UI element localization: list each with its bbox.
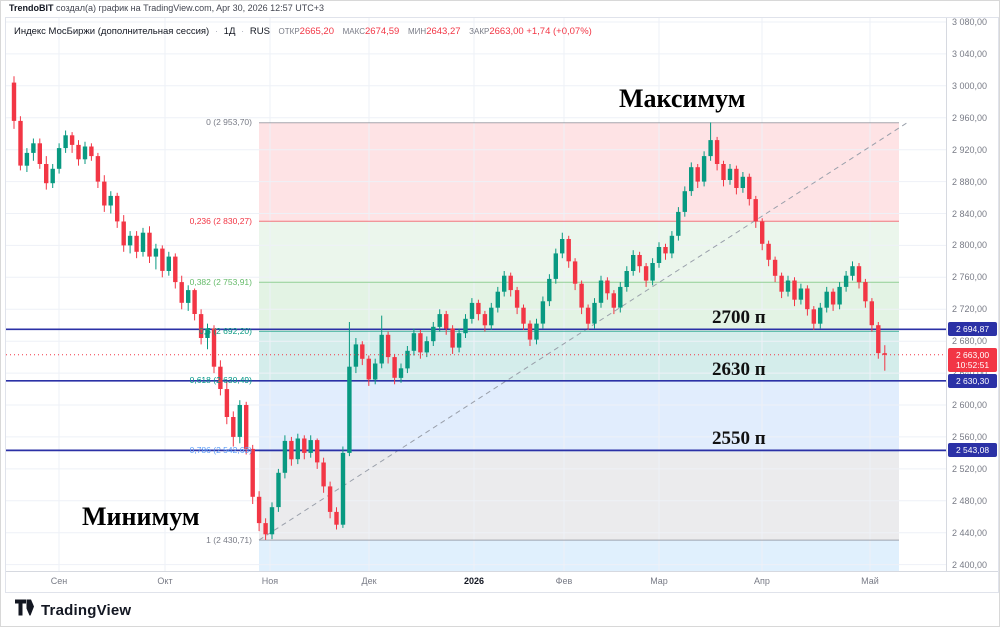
price-tick-label: 2 720,00 [952,304,988,315]
attribution-text: TrendoBIT создал(а) график на TradingVie… [9,3,324,13]
high-label: МАКС [342,27,365,36]
time-tick-label: Май [861,576,879,586]
price-tick-label: 3 040,00 [952,48,988,59]
low-value: 2643,27 [426,26,461,37]
open-label: ОТКР [278,27,300,36]
plot-area[interactable]: 0 (2 953,70) 0,236 (2 830,27) 0,382 (2 753… [6,18,946,571]
footer: TradingView [15,599,131,621]
chart-container: 0 (2 953,70) 0,236 (2 830,27) 0,382 (2 753… [5,17,999,593]
price-tick-label: 2 400,00 [952,559,988,570]
time-tick-label: 2026 [463,576,485,586]
price-tick-label: 2 600,00 [952,400,988,411]
last-price-value: 2 663,00 [955,349,990,360]
price-tick-label: 2 960,00 [952,112,988,123]
last-price-badge: 2 663,00 10:52:51 [948,347,997,372]
price-tick-label: 2 920,00 [952,144,988,155]
symbol-title: Индекс МосБиржи (дополнительная сессия) [14,26,210,37]
open-value: 2665,20 [299,26,334,37]
brand-name[interactable]: TradingView [41,601,132,619]
price-axis[interactable]: 3 080,00 3 040,00 3 000,00 2 960,00 2 920,00… [946,17,998,571]
price-tick-label: 2 440,00 [952,527,988,538]
price-tick-label: 3 000,00 [952,80,988,91]
time-tick-label: Апр [754,576,770,586]
time-tick-label: Фев [555,576,573,586]
time-tick-label: Ноя [261,576,279,586]
bar-countdown: 10:52:51 [955,359,990,370]
price-tick-label: 2 680,00 [952,336,988,347]
symbol-legend[interactable]: Индекс МосБиржи (дополнительная сессия) … [14,26,592,37]
time-tick-label: Дек [361,576,377,586]
candlestick-plot[interactable] [6,18,946,571]
price-tick-label: 3 080,00 [952,17,988,27]
high-value: 2674,59 [365,26,400,37]
close-label: ЗАКР [469,27,490,36]
legend-separator: · [241,26,245,37]
legend-separator: · [214,26,219,37]
price-tick-label: 2 640,00 [952,368,987,378]
attribution-rest: создал(а) график на TradingView.com, Apr… [56,3,324,13]
price-tick-label: 2 840,00 [952,208,988,219]
price-tick-label: 2 520,00 [952,463,988,474]
time-tick-label: Окт [157,576,173,586]
exchange-label: RUS [249,26,270,37]
price-tick-label: 2 560,00 [952,431,988,442]
price-tick-label: 2 880,00 [952,176,988,187]
attribution-user: TrendoBIT [9,3,54,13]
price-tick-label: 2 480,00 [952,495,988,506]
price-line-badge: 2 543,08 [948,443,997,458]
time-tick-label: Сен [50,576,68,586]
change-value: +1,74 (+0,07%) [526,26,592,37]
close-value: 2663,00 [489,26,524,37]
time-axis[interactable]: Сен Окт Ноя Дек 2026 Фев Мар Апр Май [6,571,998,592]
price-tick-label: 2 760,00 [952,272,988,283]
tradingview-logo-icon[interactable] [15,599,34,621]
timeframe-label: 1Д [223,26,236,37]
price-line-badge: 2 630,30 [948,373,997,388]
time-tick-label: Мар [650,576,668,586]
price-line-badge: 2 694,87 [948,322,997,337]
low-label: МИН [407,27,427,36]
price-tick-label: 2 800,00 [952,240,988,251]
